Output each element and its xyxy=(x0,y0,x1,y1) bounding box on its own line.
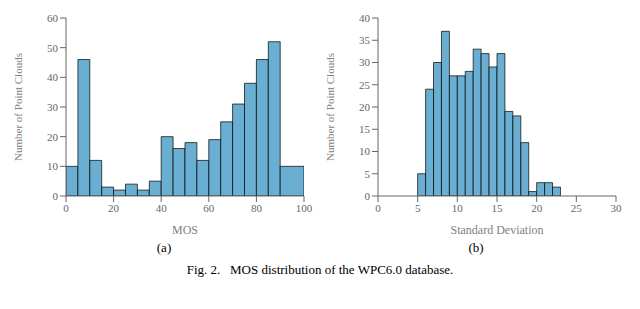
svg-text:30: 30 xyxy=(47,101,59,113)
svg-text:30: 30 xyxy=(611,202,623,214)
svg-text:0: 0 xyxy=(375,202,381,214)
svg-text:35: 35 xyxy=(359,34,371,46)
svg-text:80: 80 xyxy=(251,202,263,214)
svg-text:5: 5 xyxy=(365,168,371,180)
html-text:(b): (b) xyxy=(468,240,484,255)
svg-text:20: 20 xyxy=(531,202,543,214)
svg-text:Number of Point Clouds: Number of Point Clouds xyxy=(12,53,24,161)
html-text:(a): (a) xyxy=(156,240,172,255)
svg-text:10: 10 xyxy=(47,160,59,172)
svg-text:10: 10 xyxy=(359,145,371,157)
svg-text:0: 0 xyxy=(63,202,69,214)
svg-text:Number of Point Clouds: Number of Point Clouds xyxy=(324,53,336,161)
svg-text:Standard Deviation: Standard Deviation xyxy=(451,223,544,237)
svg-text:0: 0 xyxy=(53,190,59,202)
svg-text:0: 0 xyxy=(365,190,371,202)
svg-text:5: 5 xyxy=(415,202,421,214)
svg-text:50: 50 xyxy=(47,42,59,54)
svg-text:20: 20 xyxy=(108,202,120,214)
svg-text:30: 30 xyxy=(359,56,371,68)
svg-text:20: 20 xyxy=(359,101,371,113)
svg-text:25: 25 xyxy=(571,202,583,214)
svg-text:40: 40 xyxy=(47,71,59,83)
svg-text:15: 15 xyxy=(359,123,371,135)
svg-text:15: 15 xyxy=(492,202,504,214)
svg-text:10: 10 xyxy=(452,202,464,214)
svg-text:100: 100 xyxy=(296,202,313,214)
svg-text:40: 40 xyxy=(359,12,371,24)
svg-text:40: 40 xyxy=(156,202,168,214)
svg-text:60: 60 xyxy=(47,12,59,24)
html-text:Fig. 2. MOS distribution of th: Fig. 2. MOS distribution of the WPC6.0 d… xyxy=(186,262,454,277)
svg-text:MOS: MOS xyxy=(172,223,198,237)
svg-text:20: 20 xyxy=(47,131,59,143)
svg-text:25: 25 xyxy=(359,79,371,91)
svg-text:60: 60 xyxy=(203,202,215,214)
